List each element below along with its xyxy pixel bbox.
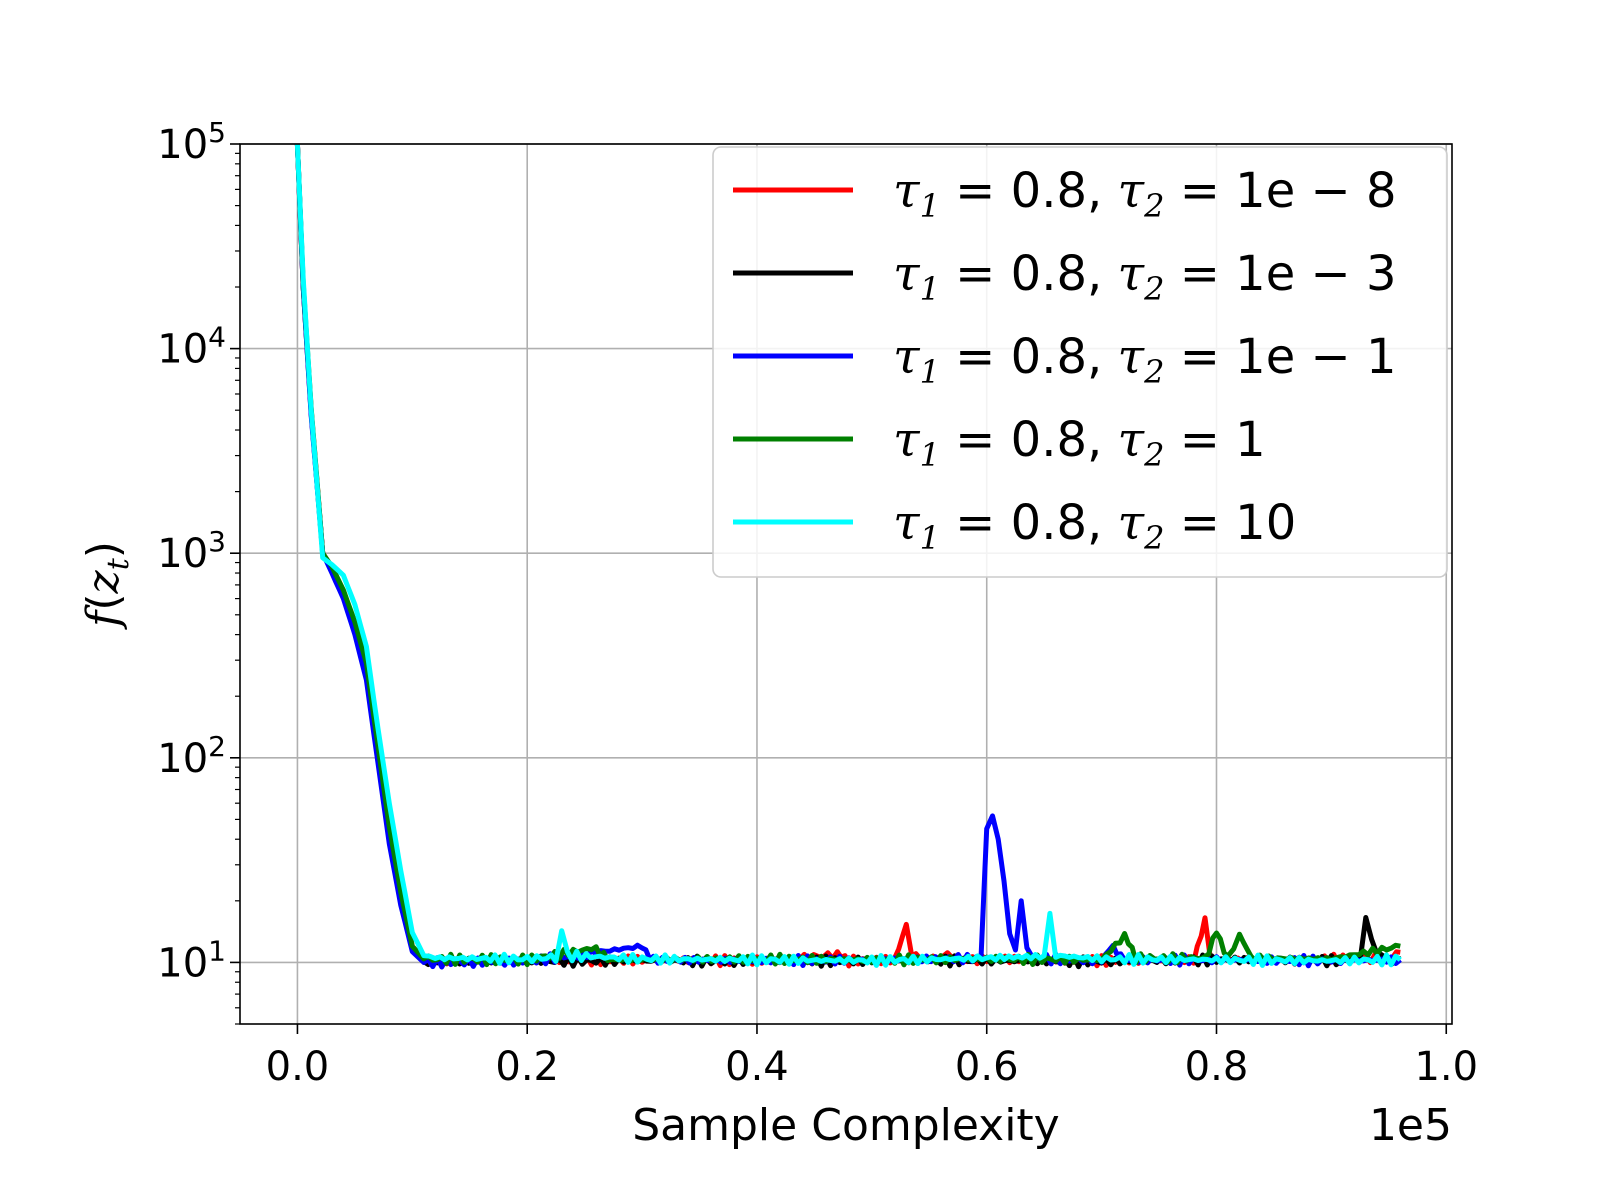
x-tick-label-0: 0.0 (266, 1044, 330, 1090)
x-axis-label: Sample Complexity (632, 1100, 1059, 1151)
legend-box (712, 146, 1448, 578)
plot-frame (239, 143, 1453, 1025)
svg-text:f(zt): f(zt) (78, 541, 136, 630)
y-tick-label-4: 105 (157, 116, 226, 168)
legend: τ1 = 0.8, τ2 = 1e − 8 τ1 = 0.8, τ2 = 1e −… (712, 146, 1448, 578)
x-tick-label-5: 1.0 (1414, 1044, 1478, 1090)
legend-label-2: τ1 = 0.8, τ2 = 1e − 1 (893, 329, 1397, 391)
y-tick-label-1: 102 (157, 730, 226, 782)
x-tick-label-3: 0.6 (955, 1044, 1019, 1090)
y-tick-label-3: 104 (157, 321, 226, 373)
x-axis-multiplier: 1e5 (1369, 1100, 1452, 1151)
tick-labels: 0.0 0.2 0.4 0.6 0.8 1.0 101 102 103 104 105 (157, 116, 1478, 1090)
legend-label-0: τ1 = 0.8, τ2 = 1e − 8 (893, 163, 1397, 225)
y-tick-label-2: 103 (157, 525, 226, 577)
legend-label-4: τ1 = 0.8, τ2 = 10 (893, 495, 1296, 557)
series-layer (294, 144, 1402, 970)
y-axis-label: f(zt) (78, 541, 136, 630)
y-tick-label-0: 101 (157, 934, 226, 986)
legend-label-3: τ1 = 0.8, τ2 = 1 (893, 412, 1266, 474)
x-tick-label-4: 0.8 (1185, 1044, 1249, 1090)
legend-label-1: τ1 = 0.8, τ2 = 1e − 3 (893, 246, 1397, 308)
x-tick-label-2: 0.4 (725, 1044, 789, 1090)
series-line-4 (294, 144, 1402, 968)
axis-ticks (230, 143, 1448, 1034)
x-tick-label-1: 0.2 (495, 1044, 559, 1090)
